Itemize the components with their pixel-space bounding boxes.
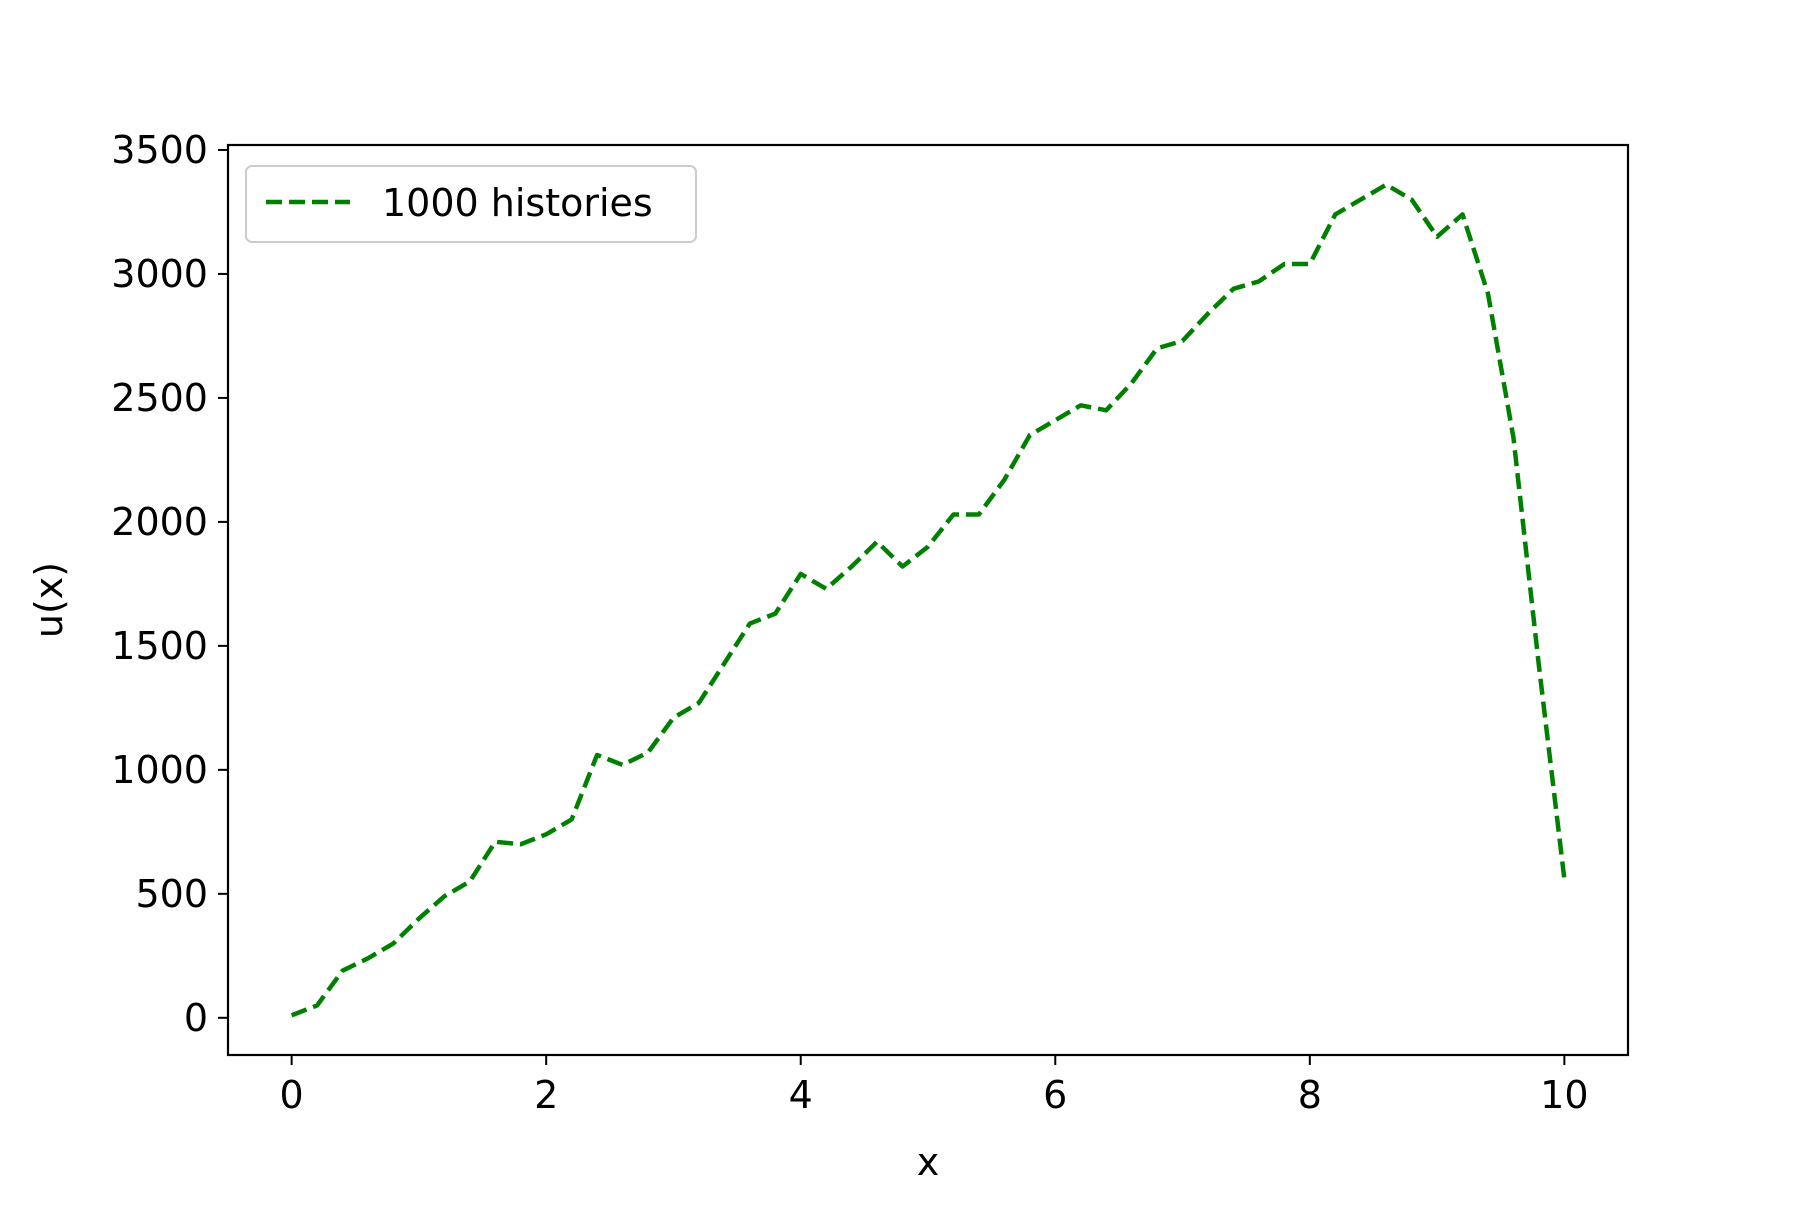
y-tick-label: 0: [184, 996, 208, 1040]
y-tick-label: 2500: [111, 376, 208, 420]
x-tick-label: 8: [1298, 1073, 1322, 1117]
legend: 1000 histories: [245, 165, 697, 243]
y-tick-label: 1000: [111, 748, 208, 792]
y-tick-label: 2000: [111, 500, 208, 544]
x-tick-label: 2: [534, 1073, 558, 1117]
legend-box: [245, 165, 697, 243]
y-tick-label: 3500: [111, 128, 208, 172]
legend-entry-label: 1000 histories: [382, 181, 653, 225]
x-tick-label: 4: [789, 1073, 813, 1117]
x-tick-label: 0: [280, 1073, 304, 1117]
y-tick-label: 1500: [111, 624, 208, 668]
x-axis-label: x: [917, 1140, 940, 1184]
y-tick-label: 500: [135, 872, 208, 916]
series-line: [290, 182, 1567, 1018]
y-axis-label: u(x): [27, 562, 71, 638]
x-tick-label: 10: [1540, 1073, 1588, 1117]
plot-area-frame: [226, 143, 1630, 1057]
x-tick-label: 6: [1043, 1073, 1067, 1117]
y-axis-ticks: 0 500 1000 1500 2000 2500 3000 3500: [111, 128, 228, 1040]
y-tick-label: 3000: [111, 252, 208, 296]
x-axis-ticks: 0 2 4 6 8 10: [280, 1055, 1589, 1117]
series-layer: [290, 182, 1567, 1018]
